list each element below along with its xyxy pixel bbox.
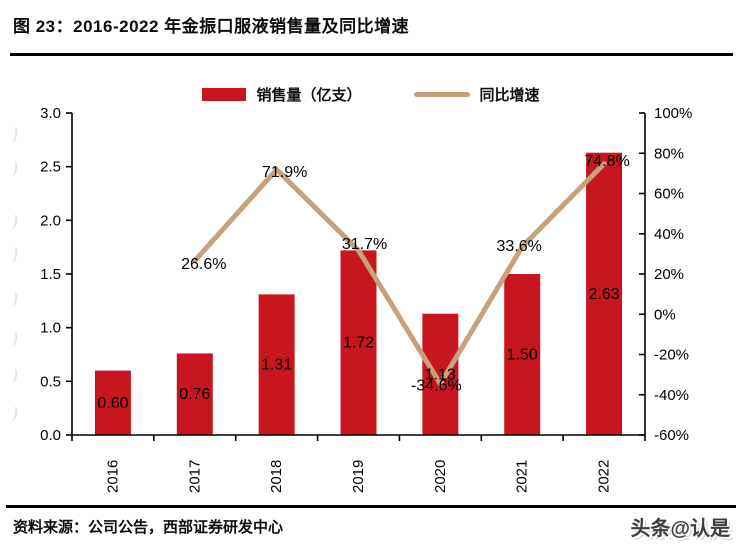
right-tick-label: 0% <box>654 306 676 323</box>
bar-2020 <box>422 313 459 435</box>
bar-2016 <box>94 370 131 435</box>
x-label-2019: 2019 <box>350 460 367 493</box>
right-tick-label: -20% <box>654 347 689 364</box>
left-tick-label: 2.5 <box>40 159 61 176</box>
legend-bar-label: 销售量（亿支） <box>256 87 362 104</box>
left-tick-label: 0.5 <box>40 373 61 390</box>
line-label-2019: 31.7% <box>342 236 387 253</box>
line-label-2017: 26.6% <box>181 256 226 273</box>
bar-2019 <box>340 250 377 435</box>
line-label-2022: 74.8% <box>584 153 629 170</box>
left-tick-label: 1.0 <box>40 320 61 337</box>
bar-2021 <box>504 274 541 435</box>
bar-label-2017: 0.76 <box>179 386 210 403</box>
line-label-2020: -34.6% <box>411 377 462 394</box>
x-label-2022: 2022 <box>596 460 613 493</box>
left-tick-label: 2.0 <box>40 212 61 229</box>
bar-label-2021: 1.50 <box>507 347 538 364</box>
bar-2022 <box>586 152 623 436</box>
left-tick-label: 3.0 <box>40 105 61 122</box>
legend-line-label: 同比增速 <box>479 87 540 104</box>
toutiao-watermark: 头条@认是 <box>630 518 730 540</box>
right-tick-label: 100% <box>654 105 692 122</box>
footer-divider <box>6 505 736 508</box>
chart-legend: 销售量（亿支） 同比增速 <box>0 84 742 105</box>
title-divider <box>10 53 733 56</box>
chart-canvas: 0.0 0.5 1.0 1.5 2.0 2.5 3.0 -60% -40% -20% 0% 20% 40… <box>40 105 692 493</box>
x-label-2020: 2020 <box>432 460 449 493</box>
left-tick-label: 0.0 <box>40 427 61 444</box>
figure-title: 图 23：2016-2022 年金振口服液销售量及同比增速 <box>13 17 410 36</box>
right-tick-label: 20% <box>654 266 684 283</box>
right-tick-label: -60% <box>654 427 689 444</box>
x-label-2018: 2018 <box>268 460 285 493</box>
bar-label-2019: 1.72 <box>343 335 374 352</box>
bar-2018 <box>258 294 295 435</box>
legend-line-swatch <box>413 92 470 97</box>
right-tick-label: 60% <box>654 186 684 203</box>
bar-label-2022: 2.63 <box>589 286 620 303</box>
bar-label-2018: 1.31 <box>261 357 292 374</box>
line-label-2018: 71.9% <box>262 164 307 181</box>
bar-2017 <box>176 353 213 435</box>
left-tick-label: 1.5 <box>40 266 61 283</box>
x-label-2017: 2017 <box>186 460 203 493</box>
growth-line <box>192 161 607 387</box>
bar-label-2020: 1.13 <box>425 366 456 383</box>
right-tick-label: 40% <box>654 226 684 243</box>
x-label-2016: 2016 <box>104 460 121 493</box>
x-label-2021: 2021 <box>514 460 531 493</box>
right-tick-label: 80% <box>654 145 684 162</box>
legend-bar-swatch <box>202 88 247 101</box>
source-note: 资料来源：公司公告，西部证券研发中心 <box>13 519 284 536</box>
bar-label-2016: 0.60 <box>97 395 128 412</box>
right-tick-label: -40% <box>654 387 689 404</box>
line-label-2021: 33.6% <box>497 238 542 255</box>
